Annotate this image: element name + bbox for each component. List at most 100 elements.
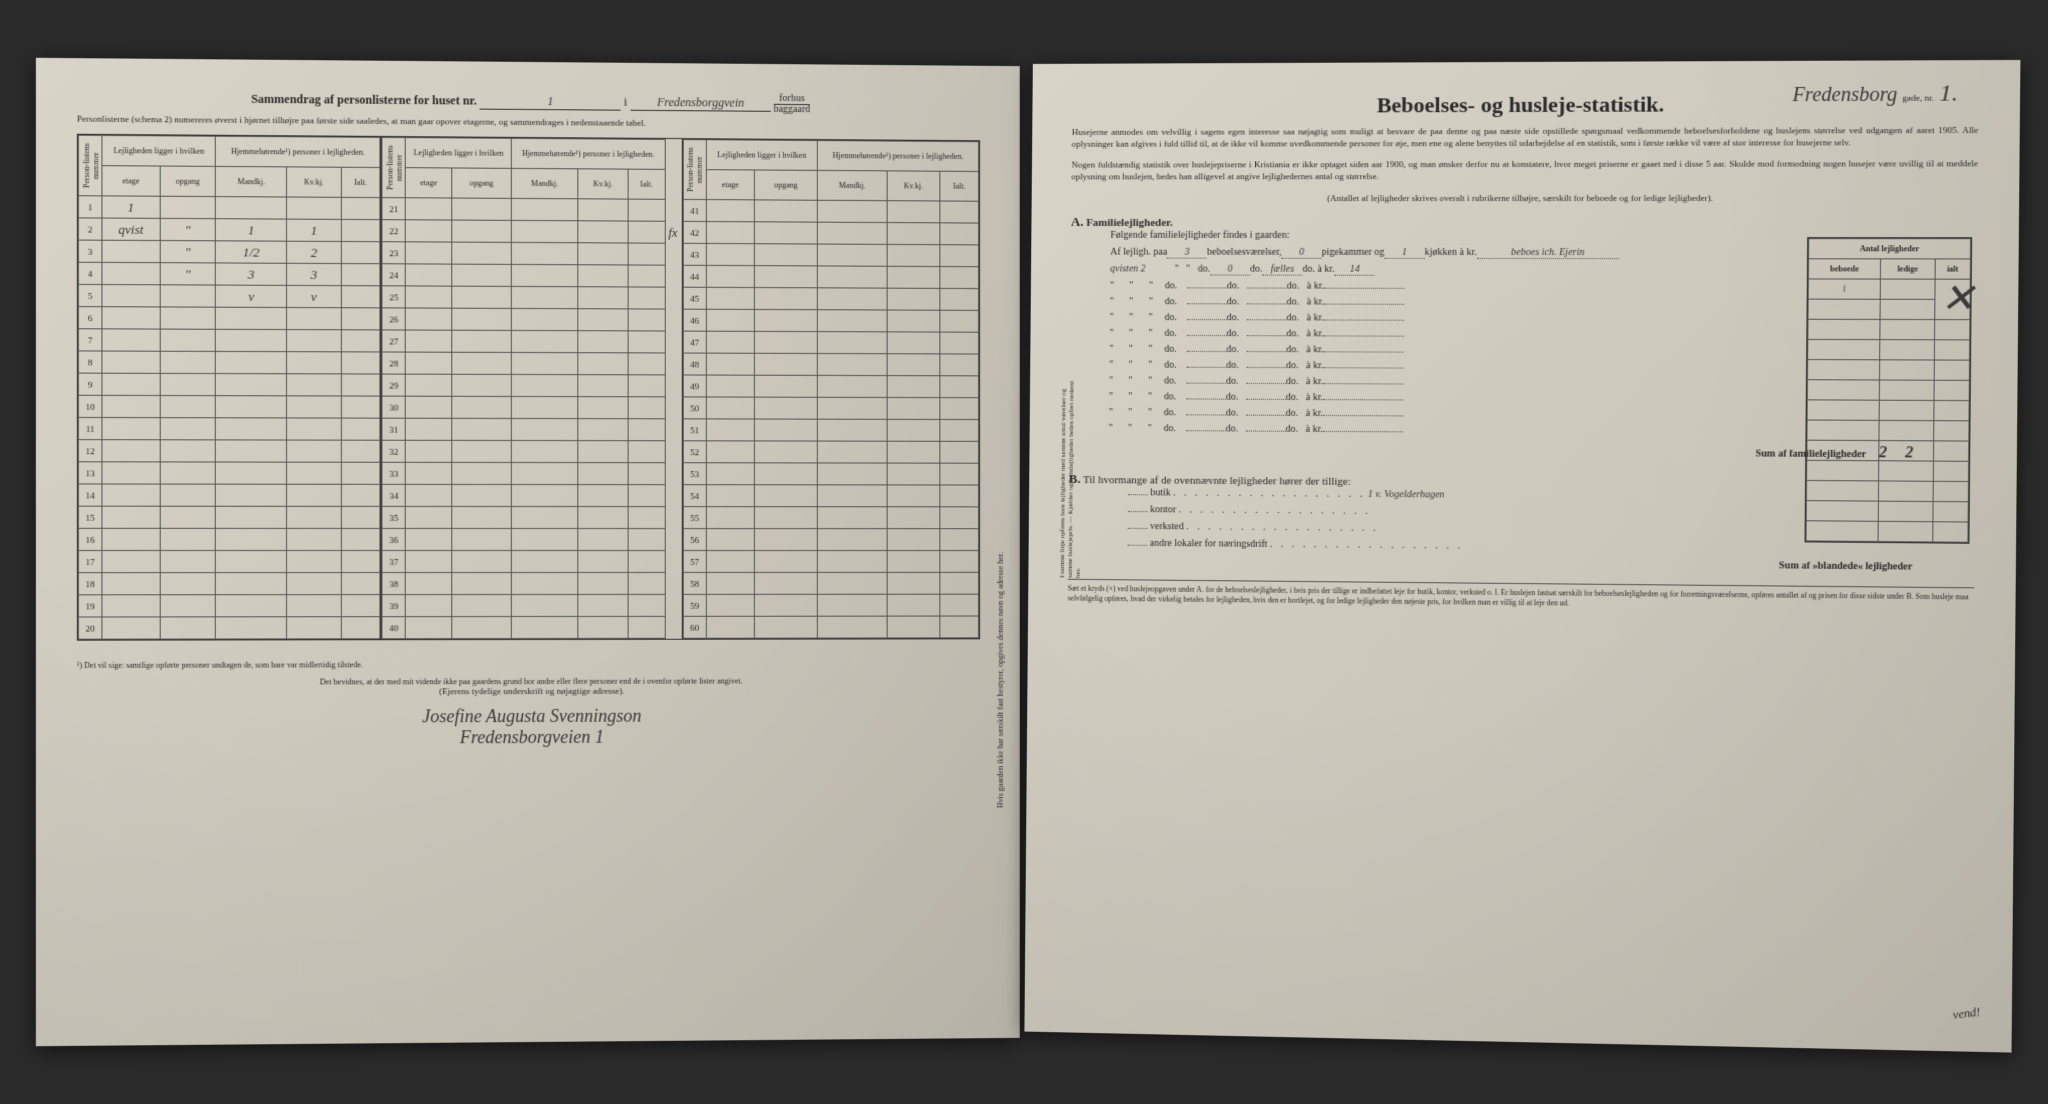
vend-label: vend! (1952, 1005, 1981, 1023)
form-a-row-empty: " " " do. do. do. à kr. (1109, 360, 1815, 374)
antal-r1-beboede: 1 (1808, 279, 1880, 299)
vertical-note: Hvis gaarden ikke har særskilt fast best… (995, 552, 1004, 808)
top-corner: Fredensborg gade, nr. 1. (1792, 80, 1958, 108)
table-row: 5 v v (78, 284, 380, 307)
table-row: 27 (382, 330, 681, 353)
table-row: 39 (382, 594, 681, 616)
form-a-row-empty: " " " do. do. do. à kr. (1110, 328, 1816, 341)
census-table-container: Person-listens nummer Lejligheden ligger… (77, 134, 980, 641)
table-row: 47 (683, 331, 979, 354)
table-row: 44 (683, 265, 979, 288)
table-row: 42 (683, 221, 979, 245)
table-row: 34 (382, 484, 681, 506)
section-a-label: A. (1071, 214, 1084, 229)
table-row: 51 (683, 419, 979, 442)
table-row: 23 (382, 242, 681, 266)
table-row: 17 (78, 550, 380, 572)
table-row: 16 (78, 528, 380, 550)
table-row: 36 (382, 528, 681, 550)
table-row: 18 (78, 573, 380, 595)
table-row: 52 (683, 441, 979, 463)
table-row: 41 (683, 199, 979, 223)
form-a-row-empty: " " " do. do. do. à kr. (1110, 297, 1816, 310)
form-a-row-empty: " " " do. do. do. à kr. (1109, 423, 1815, 438)
right-page: Fredensborg gade, nr. 1. Beboelses- og h… (1024, 60, 2020, 1053)
bottom-note: Sæt et kryds (×) ved huslejeopgaven unde… (1068, 579, 1975, 612)
table-row: 37 (382, 550, 681, 572)
sum-b: Sum af »blandede« lejligheder (1068, 554, 1974, 573)
table-row: 25 (382, 286, 681, 309)
table-row: 49 (683, 375, 979, 398)
table-row: 20 (78, 617, 380, 640)
form-a-row: qvisten 2 " " do. 0 do. fælles do. à kr.… (1110, 264, 1816, 277)
form-a-row-empty: " " " do. do. do. à kr. (1109, 376, 1815, 390)
antal-col-beboede: beboede (1808, 259, 1880, 279)
table-row: 46 (683, 309, 979, 332)
table-row: 14 (78, 484, 380, 506)
intro-1: Husejerne anmodes om velvillig i sagens … (1072, 125, 1979, 150)
table-block-3: Person-listens nummer Lejligheden ligger… (682, 139, 979, 639)
table-row: 48 (683, 353, 979, 376)
table-row: 40 (382, 616, 681, 638)
corner-street: Fredensborg (1792, 84, 1897, 107)
table-row: 28 (382, 352, 681, 375)
table-row: 29 (382, 374, 681, 397)
left-header: Sammendrag af personlisterne for huset n… (77, 88, 980, 116)
table-row: 57 (683, 551, 979, 573)
form-a-row-empty: " " " do. do. do. à kr. (1110, 281, 1816, 293)
table-row: 15 (78, 506, 380, 528)
table-row: 7 (78, 329, 380, 352)
table-row: 45 (683, 287, 979, 310)
antal-box: Antal lejligheder beboede ledige ialt 1✕ (1804, 237, 1972, 544)
attest-sub: (Ejerens tydelige underskrift og nøjagti… (439, 686, 624, 696)
table-row: 9 (78, 373, 380, 396)
table-row: 1 1 (78, 196, 380, 220)
table-row: 55 (683, 507, 979, 529)
table-row: 21 (382, 198, 681, 222)
signature: Josefine Augusta Svenningson Fredensborg… (77, 705, 980, 750)
form-a-rows: Af lejligh. paa 3 beboelsesværelser, 0 p… (1109, 247, 1817, 438)
table-row: 30 (382, 396, 681, 419)
antal-header: Antal lejligheder (1809, 239, 1971, 259)
table-row: 31 (382, 418, 681, 441)
street-pre: i (624, 95, 627, 109)
table-block-1: Person-listens nummer Lejligheden ligger… (78, 135, 382, 640)
corner-label: gade, nr. (1902, 93, 1934, 103)
antal-col-ledige: ledige (1880, 259, 1935, 279)
street-name: Fredensborggvein (630, 95, 770, 112)
table-row: 50 (683, 397, 979, 420)
section-b-title: Til hvormange af de ovennævnte lejlighed… (1083, 475, 1351, 489)
table-row: 22 fx (382, 220, 681, 244)
form-a-row: Af lejligh. paa 3 beboelsesværelser, 0 p… (1110, 247, 1816, 260)
section-a-title: Familielejligheder. (1086, 217, 1173, 229)
table-row: 26 (382, 308, 681, 331)
table-row: 8 (78, 351, 380, 374)
table-row: 58 (683, 572, 979, 594)
left-page: Sammendrag af personlisterne for huset n… (36, 58, 1020, 1046)
intro-2: Nogen fuldstændig statistik over husleje… (1071, 159, 1978, 183)
table-row: 11 (78, 417, 380, 440)
footnote-1: ¹) Det vil sige: samtlige opførte person… (77, 659, 980, 670)
side-vertical-note: I samme linje opføres bare lejligheder m… (1058, 380, 1083, 578)
table-row: 24 (382, 264, 681, 287)
table-row: 19 (78, 595, 380, 617)
table-row: 4 " 3 3 (78, 262, 380, 286)
table-row: 54 (683, 485, 979, 507)
table-row: 60 (683, 616, 979, 638)
sub-instruction: Personlisterne (schema 2) numereres øver… (77, 114, 980, 131)
table-row: 6 (78, 307, 380, 330)
corner-nr: 1. (1939, 80, 1958, 106)
table-block-2: Person-listens nummer Lejligheden ligger… (382, 137, 683, 639)
table-row: 2 qvist " 1 1 (78, 218, 380, 242)
intro-3: (Antallet af lejligheder skrives overalt… (1071, 192, 1978, 204)
form-a-row-empty: " " " do. do. do. à kr. (1109, 407, 1815, 422)
table-row: 59 (683, 594, 979, 616)
big-cross-icon: ✕ (1940, 275, 1975, 323)
table-row: 13 (78, 462, 380, 485)
form-a-row-empty: " " " do. do. do. à kr. (1109, 392, 1815, 406)
table-row: 32 (382, 440, 681, 463)
table-row: 10 (78, 395, 380, 418)
table-row: 53 (683, 463, 979, 485)
table-row: 33 (382, 462, 681, 484)
attest-text: Det bevidnes, at der med mit vidende ikk… (320, 677, 743, 687)
